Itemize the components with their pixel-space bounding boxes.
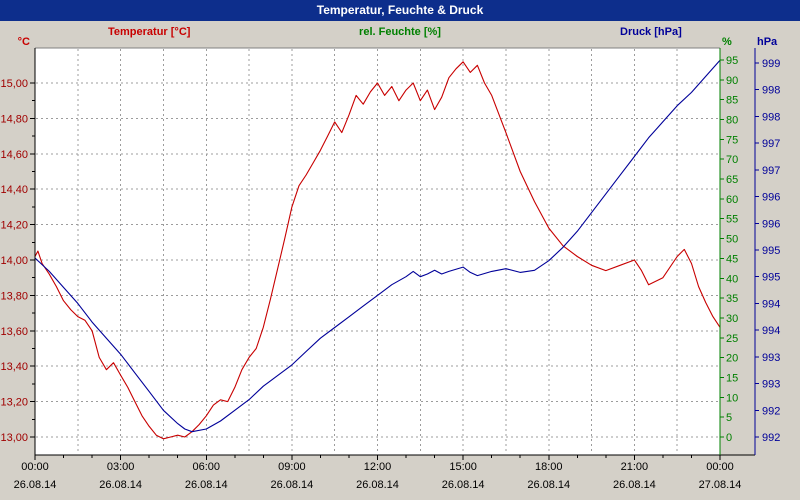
window-title: Temperatur, Feuchte & Druck xyxy=(316,3,484,17)
humidity-tick-label: 90 xyxy=(726,75,738,87)
temp-tick-label: 14,60 xyxy=(0,149,28,161)
humidity-tick-label: 55 xyxy=(726,214,738,226)
pressure-tick-label: 996 xyxy=(762,192,780,204)
pressure-tick-label: 995 xyxy=(762,272,780,284)
pressure-tick-label: 994 xyxy=(762,298,780,310)
humidity-tick-label: 15 xyxy=(726,372,738,384)
temp-tick-label: 13,80 xyxy=(0,290,28,302)
series-label-pressure: Druck [hPa] xyxy=(620,26,682,38)
pressure-tick-label: 994 xyxy=(762,325,780,337)
x-time-label: 15:00 xyxy=(449,461,477,473)
humidity-tick-label: 60 xyxy=(726,194,738,206)
x-time-label: 06:00 xyxy=(192,461,220,473)
series-label-humidity: rel. Feuchte [%] xyxy=(359,26,441,38)
humidity-tick-label: 80 xyxy=(726,115,738,127)
x-time-label: 03:00 xyxy=(107,461,135,473)
pressure-tick-label: 993 xyxy=(762,352,780,364)
pressure-tick-label: 998 xyxy=(762,111,780,123)
humidity-tick-label: 65 xyxy=(726,174,738,186)
humidity-tick-label: 70 xyxy=(726,154,738,166)
humidity-tick-label: 75 xyxy=(726,134,738,146)
x-date-label: 26.08.14 xyxy=(356,479,399,491)
temp-tick-label: 14,80 xyxy=(0,113,28,125)
temp-tick-label: 14,40 xyxy=(0,184,28,196)
x-date-label: 26.08.14 xyxy=(527,479,570,491)
x-time-label: 09:00 xyxy=(278,461,306,473)
pressure-tick-label: 997 xyxy=(762,138,780,150)
x-date-label: 26.08.14 xyxy=(442,479,485,491)
temp-tick-label: 14,00 xyxy=(0,255,28,267)
humidity-tick-label: 10 xyxy=(726,392,738,404)
pressure-tick-label: 995 xyxy=(762,245,780,257)
unit-label-hpa: hPa xyxy=(757,36,778,48)
temp-tick-label: 14,20 xyxy=(0,220,28,232)
pressure-tick-label: 992 xyxy=(762,405,780,417)
temperatur-curve xyxy=(34,61,721,440)
humidity-tick-label: 25 xyxy=(726,333,738,345)
x-time-label: 12:00 xyxy=(364,461,392,473)
unit-label-percent: % xyxy=(722,36,732,48)
x-date-label: 26.08.14 xyxy=(14,479,57,491)
x-time-label: 00:00 xyxy=(706,461,734,473)
temp-tick-label: 13,40 xyxy=(0,361,28,373)
x-date-label: 26.08.14 xyxy=(613,479,656,491)
humidity-tick-label: 0 xyxy=(726,432,732,444)
humidity-tick-label: 40 xyxy=(726,273,738,285)
pressure-tick-label: 996 xyxy=(762,218,780,230)
x-date-label: 27.08.14 xyxy=(699,479,742,491)
humidity-tick-label: 85 xyxy=(726,95,738,107)
series-label-temperature: Temperatur [°C] xyxy=(108,26,191,38)
x-time-label: 21:00 xyxy=(621,461,649,473)
window-titlebar: Temperatur, Feuchte & Druck xyxy=(0,0,800,21)
humidity-tick-label: 45 xyxy=(726,253,738,265)
pressure-tick-label: 992 xyxy=(762,432,780,444)
temp-tick-label: 13,00 xyxy=(0,432,28,444)
pressure-tick-label: 997 xyxy=(762,165,780,177)
unit-label-celsius: °C xyxy=(17,36,30,48)
pressure-tick-label: 998 xyxy=(762,85,780,97)
humidity-tick-label: 20 xyxy=(726,353,738,365)
druck-curve xyxy=(34,59,721,433)
humidity-tick-label: 30 xyxy=(726,313,738,325)
humidity-tick-label: 95 xyxy=(726,55,738,67)
x-date-label: 26.08.14 xyxy=(185,479,228,491)
x-date-label: 26.08.14 xyxy=(99,479,142,491)
temp-tick-label: 13,60 xyxy=(0,326,28,338)
temp-tick-label: 15,00 xyxy=(0,78,28,90)
x-date-label: 26.08.14 xyxy=(270,479,313,491)
pressure-tick-label: 993 xyxy=(762,379,780,391)
pressure-tick-label: 999 xyxy=(762,58,780,70)
x-time-label: 00:00 xyxy=(21,461,49,473)
temp-tick-label: 13,20 xyxy=(0,397,28,409)
humidity-tick-label: 5 xyxy=(726,412,732,424)
x-time-label: 18:00 xyxy=(535,461,563,473)
humidity-tick-label: 35 xyxy=(726,293,738,305)
humidity-tick-label: 50 xyxy=(726,234,738,246)
